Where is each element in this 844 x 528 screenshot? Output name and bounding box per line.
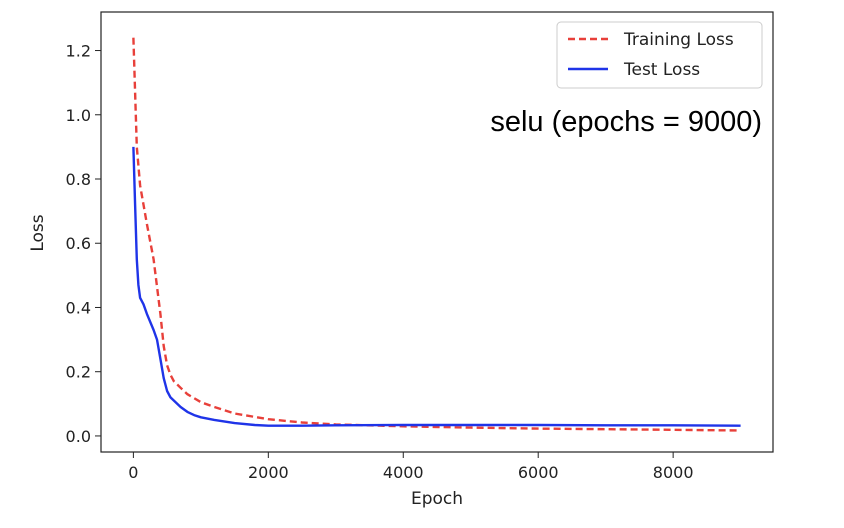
series-line-test-loss [132,146,741,427]
x-tick-label: 4000 [383,463,424,482]
x-tick-label: 2000 [248,463,289,482]
y-tick-label: 1.0 [66,106,91,125]
series-line-training-loss [132,37,741,432]
x-axis-label: Epoch [411,489,463,509]
x-tick-label: 0 [128,463,138,482]
chart-annotation: selu (epochs = 9000) [490,106,762,138]
legend-label-test-loss: Test Loss [623,60,700,80]
plot-frame [100,11,774,453]
y-tick-label: 0.0 [66,427,91,446]
legend: Training Loss Test Loss [556,21,763,89]
y-tick-label: 1.2 [66,42,91,61]
y-axis-ticks: 0.0 0.2 0.4 0.6 0.8 1.0 1.2 [66,42,101,446]
series-layer [132,37,741,432]
y-tick-label: 0.4 [66,298,91,317]
x-axis-ticks: 0 2000 4000 6000 8000 [128,452,694,482]
x-tick-label: 6000 [518,463,559,482]
y-axis-label: Loss [28,214,48,251]
legend-label-training-loss: Training Loss [623,30,734,50]
plot-area [100,11,774,453]
x-tick-label: 8000 [653,463,694,482]
legend-box [556,21,763,89]
y-tick-label: 0.8 [66,170,91,189]
y-tick-label: 0.6 [66,234,91,253]
y-tick-label: 0.2 [66,363,91,382]
